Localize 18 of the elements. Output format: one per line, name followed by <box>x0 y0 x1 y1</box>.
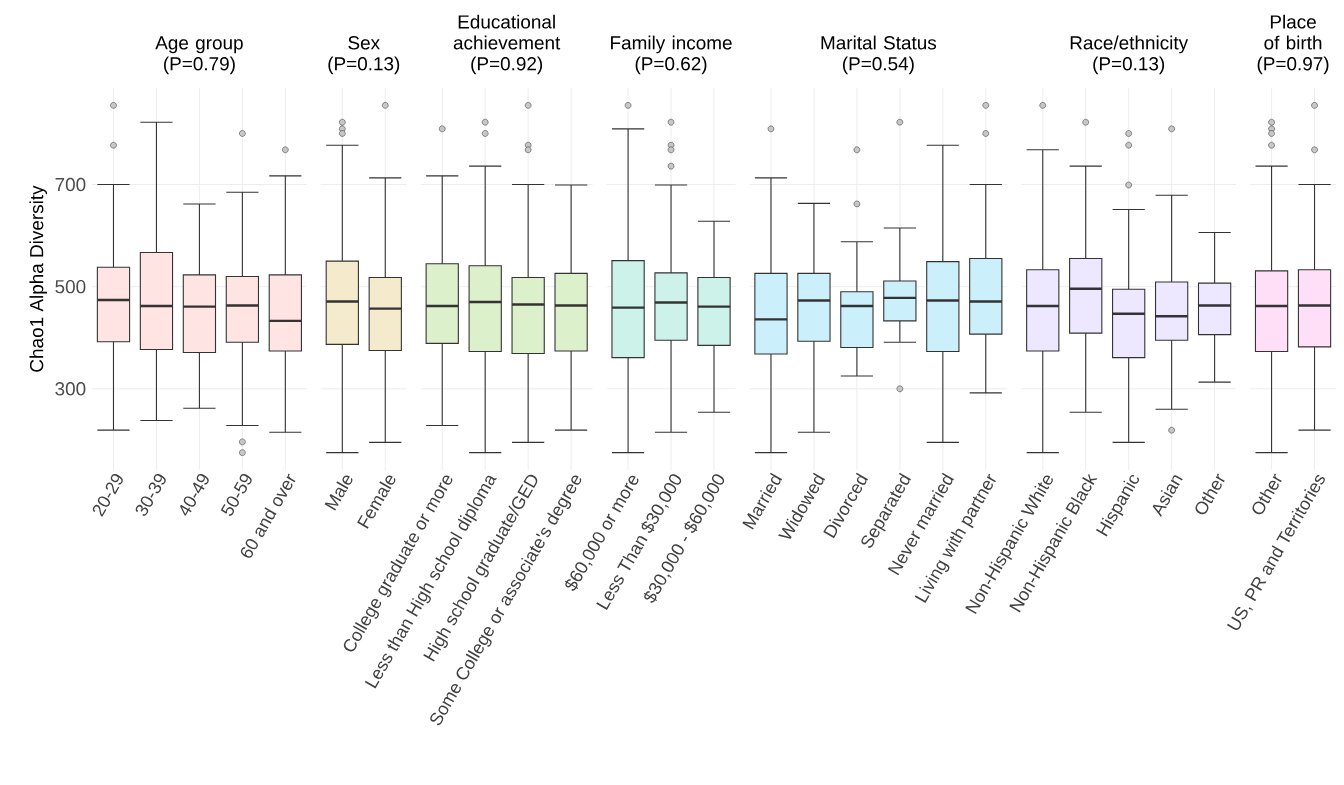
chart-subtitle: (P=0.97) <box>1257 56 1329 75</box>
chart-title: Family income <box>611 35 732 54</box>
chart-subtitle: (P=0.13) <box>328 56 400 75</box>
chart-subtitle: (P=0.54) <box>842 56 914 75</box>
y-tick-label: 300 <box>55 382 86 396</box>
chart-subtitle: (P=0.79) <box>164 56 235 75</box>
y-tick-label: 500 <box>55 279 86 294</box>
chart-title: Age group <box>155 36 243 54</box>
y-axis-title: Chao1 Alpha Diversity <box>29 185 48 372</box>
chart-title: Marital Status <box>821 35 937 50</box>
chart-subtitle: (P=0.62) <box>635 56 707 75</box>
y-tick-label: 700 <box>55 177 86 192</box>
chart-subtitle: (P=0.13) <box>1093 56 1165 75</box>
chart-title: Race/ethnicity <box>1070 35 1189 54</box>
chart-subtitle: (P=0.92) <box>471 56 543 75</box>
chart-title: Sex <box>348 36 380 50</box>
chart-title: Educational achievement <box>453 14 561 50</box>
chart-title: Place of birth <box>1264 14 1322 50</box>
